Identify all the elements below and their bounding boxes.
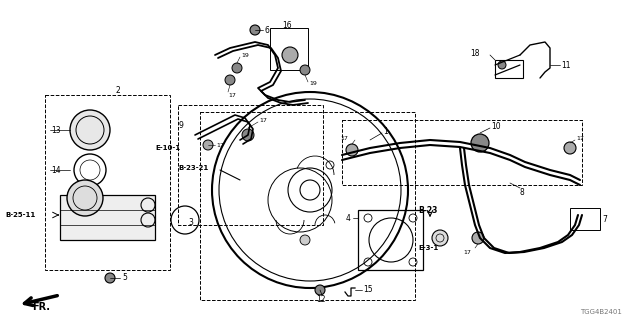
Text: 2: 2 bbox=[115, 85, 120, 94]
Text: 14: 14 bbox=[51, 165, 61, 174]
Text: 10: 10 bbox=[491, 122, 500, 131]
Bar bbox=[60, 195, 155, 240]
Text: 15: 15 bbox=[363, 285, 372, 294]
Text: 4: 4 bbox=[345, 213, 350, 222]
Circle shape bbox=[70, 110, 110, 150]
Circle shape bbox=[105, 273, 115, 283]
Text: B-25-11: B-25-11 bbox=[5, 212, 35, 218]
Text: 16: 16 bbox=[282, 20, 292, 29]
Text: E-10-1: E-10-1 bbox=[155, 145, 180, 151]
Circle shape bbox=[232, 63, 242, 73]
Circle shape bbox=[242, 129, 254, 141]
Text: B-23: B-23 bbox=[418, 205, 437, 214]
Text: 11: 11 bbox=[561, 60, 570, 69]
Circle shape bbox=[250, 25, 260, 35]
Circle shape bbox=[564, 142, 576, 154]
Text: 17: 17 bbox=[576, 135, 584, 140]
Text: 17: 17 bbox=[463, 250, 471, 254]
Bar bbox=[200, 112, 415, 300]
Bar bbox=[495, 60, 523, 78]
Text: 17: 17 bbox=[228, 92, 236, 98]
Text: 17: 17 bbox=[259, 117, 267, 123]
Text: 7: 7 bbox=[602, 214, 607, 223]
Bar bbox=[270, 28, 308, 70]
Text: 19: 19 bbox=[309, 81, 317, 85]
Text: 13: 13 bbox=[51, 125, 61, 134]
Bar bbox=[178, 105, 323, 225]
Text: B-23-21: B-23-21 bbox=[178, 165, 208, 171]
Circle shape bbox=[472, 232, 484, 244]
Circle shape bbox=[300, 65, 310, 75]
Bar bbox=[358, 210, 423, 270]
Text: 1: 1 bbox=[383, 126, 388, 135]
Circle shape bbox=[471, 134, 489, 152]
Text: 3: 3 bbox=[188, 218, 193, 227]
Text: 9: 9 bbox=[178, 121, 183, 130]
Text: 8: 8 bbox=[520, 188, 525, 196]
Circle shape bbox=[498, 61, 506, 69]
Circle shape bbox=[225, 75, 235, 85]
Circle shape bbox=[315, 285, 325, 295]
Circle shape bbox=[432, 230, 448, 246]
Text: 17: 17 bbox=[216, 142, 224, 148]
Text: E-3-1: E-3-1 bbox=[418, 245, 438, 251]
Text: TGG4B2401: TGG4B2401 bbox=[580, 309, 622, 315]
Bar bbox=[570, 208, 600, 230]
Bar bbox=[45, 95, 170, 270]
Text: 18: 18 bbox=[470, 49, 479, 58]
Circle shape bbox=[67, 180, 103, 216]
Circle shape bbox=[203, 140, 213, 150]
Circle shape bbox=[346, 144, 358, 156]
Text: 12: 12 bbox=[316, 294, 326, 303]
Text: 17: 17 bbox=[340, 135, 348, 140]
Text: 19: 19 bbox=[241, 52, 249, 58]
Circle shape bbox=[282, 47, 298, 63]
Text: 5: 5 bbox=[122, 274, 127, 283]
Circle shape bbox=[300, 235, 310, 245]
Bar bbox=[342, 120, 582, 185]
Text: 6: 6 bbox=[264, 26, 269, 35]
Text: FR.: FR. bbox=[32, 302, 50, 312]
